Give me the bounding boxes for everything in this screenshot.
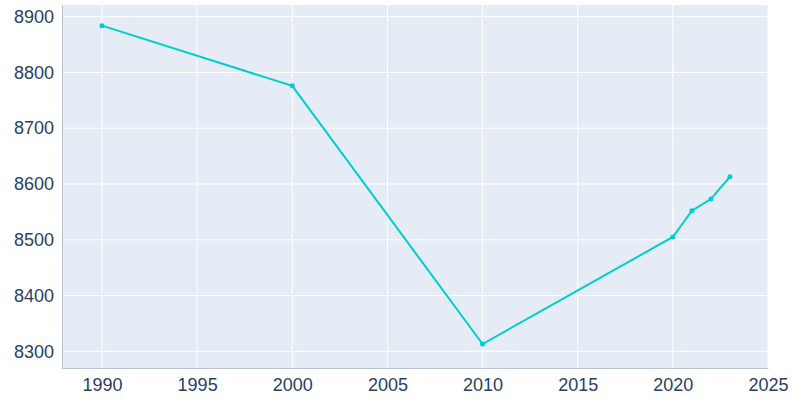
x-axis-tick: 2005 xyxy=(368,368,408,395)
plot: 1990 1995 2000 2005 2010 2015 2020 2025 8300 8400… xyxy=(14,5,789,395)
x-axis-tick-label: 2025 xyxy=(748,375,788,395)
x-axis-tick-label: 2010 xyxy=(463,375,503,395)
y-axis-tick-label: 8400 xyxy=(14,286,54,306)
x-axis-tick: 2010 xyxy=(463,368,503,395)
y-axis-tick: 8500 xyxy=(14,230,62,250)
point xyxy=(689,208,694,213)
x-axis-tick-label: 2015 xyxy=(558,375,598,395)
y-axis-tick-label: 8900 xyxy=(14,7,54,27)
x-grid-line xyxy=(197,5,198,368)
y-axis-tick-label: 8500 xyxy=(14,230,54,250)
x-axis-tick: 2015 xyxy=(558,368,598,395)
x-grid-line xyxy=(672,5,673,368)
y-grid-line xyxy=(62,16,768,17)
y-grid-line xyxy=(62,183,768,184)
x-axis-tick: 2020 xyxy=(653,368,693,395)
point xyxy=(480,342,485,347)
y-grid-line xyxy=(62,239,768,240)
grid xyxy=(62,5,768,368)
chart-svg: 1990 1995 2000 2005 2010 2015 2020 2025 8300 8400… xyxy=(0,0,800,400)
x-grid-line xyxy=(292,5,293,368)
y-axis-tick: 8300 xyxy=(14,342,62,362)
series xyxy=(99,23,732,346)
line xyxy=(102,26,730,344)
x-axis-tick-label: 2005 xyxy=(368,375,408,395)
x-axis-line xyxy=(63,368,769,369)
y-grid-line xyxy=(62,128,768,129)
point xyxy=(708,197,713,202)
x-axis-tick-label: 2000 xyxy=(273,375,313,395)
x-axis-tick: 1990 xyxy=(82,368,122,395)
y-axis-line xyxy=(62,6,63,369)
y-axis-tick-label: 8600 xyxy=(14,174,54,194)
y-axis-tick-label: 8300 xyxy=(14,342,54,362)
y-axis-tick: 8600 xyxy=(14,174,62,194)
x-axis-tick: 1995 xyxy=(178,368,218,395)
x-axis-tick-label: 1995 xyxy=(178,375,218,395)
y-grid-line xyxy=(62,351,768,352)
x-grid-line xyxy=(101,5,102,368)
x-grid-line xyxy=(768,5,769,368)
x-axis-tick-label: 1990 xyxy=(82,375,122,395)
point xyxy=(670,234,675,239)
y-grid-line xyxy=(62,72,768,73)
plot-background xyxy=(62,5,768,368)
y-axis-tick: 8400 xyxy=(14,286,62,306)
y-axis-tick-label: 8700 xyxy=(14,118,54,138)
y-axis: 8300 8400 8500 8600 8700 8800 8900 xyxy=(14,6,63,369)
y-axis-tick: 8800 xyxy=(14,63,62,83)
x-axis: 1990 1995 2000 2005 2010 2015 2020 2025 xyxy=(63,368,789,395)
point xyxy=(99,23,104,28)
x-grid-line xyxy=(482,5,483,368)
y-axis-tick: 8700 xyxy=(14,118,62,138)
y-grid-line xyxy=(62,295,768,296)
y-axis-tick: 8900 xyxy=(14,7,62,27)
x-axis-tick: 2025 xyxy=(748,368,788,395)
y-axis-tick-label: 8800 xyxy=(14,63,54,83)
x-axis-tick: 2000 xyxy=(273,368,313,395)
x-grid-line xyxy=(577,5,578,368)
x-grid-line xyxy=(387,5,388,368)
x-axis-tick-label: 2020 xyxy=(653,375,693,395)
point xyxy=(290,83,295,88)
point xyxy=(727,174,732,179)
